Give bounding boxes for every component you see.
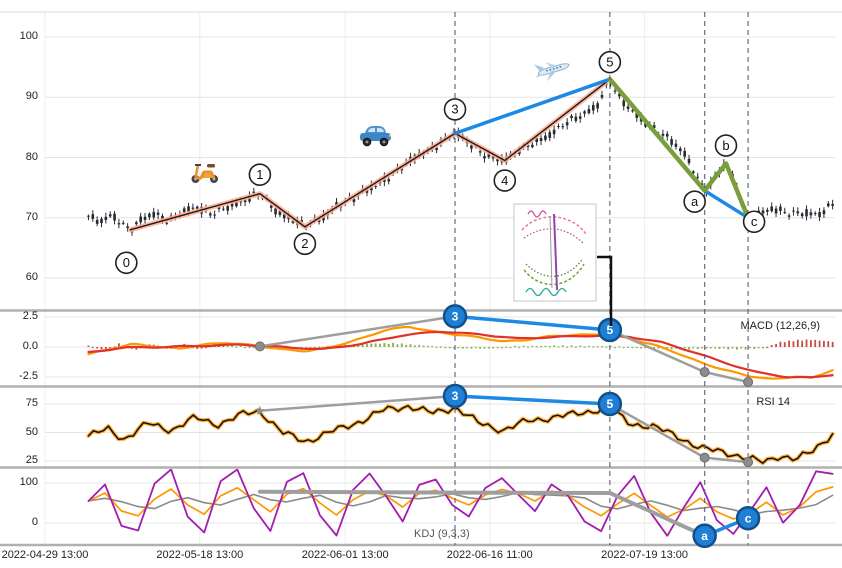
- wave-circle-a[interactable]: a: [683, 190, 706, 213]
- y-tick-label: 100: [19, 30, 38, 42]
- y-tick-label: 90: [25, 90, 38, 103]
- divergence-dot: [699, 452, 710, 463]
- x-tick-label: 2022-05-18 13:00: [156, 549, 244, 561]
- macd-legend: MACD (12,26,9): [740, 320, 820, 332]
- y-tick-label: 0: [31, 516, 38, 528]
- marker-circle-5[interactable]: 5: [597, 391, 623, 417]
- scooter-icon: [191, 164, 218, 183]
- wave-circle-b[interactable]: b: [714, 134, 738, 157]
- marker-circle-3[interactable]: 3: [442, 383, 468, 409]
- divergence-dot: [254, 341, 265, 352]
- svg-text:c: c: [751, 214, 758, 229]
- sticker-icons: [191, 62, 570, 183]
- marker-circle-c[interactable]: c: [735, 505, 761, 531]
- divergence-connectors: 3 5 ★ 3 5 a c: [254, 304, 761, 549]
- svg-text:2: 2: [301, 236, 308, 251]
- y-tick-label: 0.0: [22, 340, 38, 352]
- wave-circle-1[interactable]: 1: [248, 163, 272, 186]
- x-tick-label: 2022-06-16 11:00: [446, 549, 533, 561]
- svg-text:5: 5: [607, 397, 614, 411]
- inset-thumbnail: [513, 203, 597, 302]
- star-marker: ★: [254, 403, 266, 418]
- wave-circle-0[interactable]: 0: [115, 251, 138, 275]
- svg-text:4: 4: [501, 173, 508, 188]
- x-tick-label: 2022-07-19 13:00: [601, 549, 689, 561]
- y-tick-label: 25: [25, 454, 38, 466]
- marker-circle-5[interactable]: 5: [597, 317, 623, 343]
- kdj-lines: [87, 469, 834, 537]
- wave-circle-5[interactable]: 5: [598, 50, 622, 74]
- y-tick-label: 100: [19, 476, 38, 488]
- elliott-wave-lines: [127, 76, 751, 233]
- divergence-dot: [743, 377, 754, 388]
- svg-text:3: 3: [452, 389, 459, 403]
- marker-circle-3[interactable]: 3: [442, 304, 468, 329]
- svg-text:3: 3: [452, 310, 459, 324]
- y-tick-label: 2.5: [22, 310, 38, 322]
- svg-text:3: 3: [451, 102, 458, 117]
- divergence-dot: [699, 366, 710, 377]
- svg-text:0: 0: [123, 255, 130, 270]
- svg-text:b: b: [722, 138, 729, 153]
- x-tick-label: 2022-06-01 13:00: [301, 549, 389, 561]
- y-tick-label: -2.5: [19, 370, 38, 382]
- x-tick-label: 2022-04-29 13:00: [1, 549, 89, 561]
- divergence-dot: [743, 457, 754, 468]
- y-tick-label: 70: [25, 210, 38, 223]
- car-icon: [360, 126, 391, 147]
- svg-text:a: a: [701, 529, 708, 543]
- y-tick-label: 75: [25, 397, 38, 409]
- wave-circle-4[interactable]: 4: [493, 169, 517, 192]
- svg-text:5: 5: [606, 54, 613, 69]
- wave-label-circles: 0 1 2 3 4 5 a b c: [115, 50, 766, 275]
- marker-circle-a[interactable]: a: [692, 523, 717, 549]
- wave-circle-2[interactable]: 2: [293, 232, 317, 256]
- y-tick-label: 50: [25, 425, 38, 438]
- y-tick-label: 80: [25, 150, 38, 163]
- rsi-legend: RSI 14: [756, 396, 790, 408]
- rsi-line: [86, 403, 835, 466]
- kdj-legend: KDJ (9,3,3): [414, 528, 470, 540]
- wave-circle-c[interactable]: c: [742, 210, 766, 234]
- svg-text:c: c: [745, 511, 752, 525]
- y-tick-label: 60: [25, 271, 38, 283]
- svg-text:a: a: [691, 194, 699, 209]
- svg-text:5: 5: [607, 323, 614, 337]
- svg-text:1: 1: [256, 167, 263, 182]
- grid: [44, 12, 835, 545]
- wave-circle-3[interactable]: 3: [443, 98, 467, 121]
- macd-lines: [87, 326, 834, 380]
- inset-callout-line: [597, 255, 613, 326]
- airplane-icon: [533, 62, 570, 82]
